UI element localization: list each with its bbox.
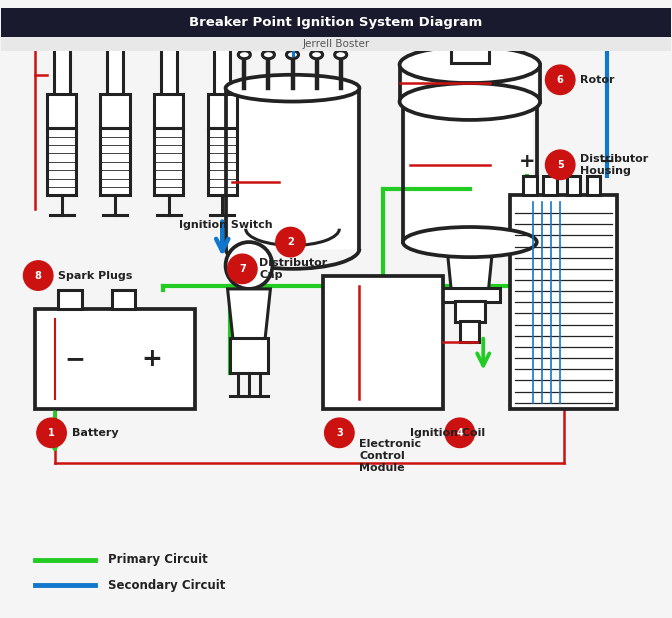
Bar (323, 276, 443, 409)
Polygon shape (228, 289, 270, 339)
Ellipse shape (108, 44, 122, 52)
Bar (403, 65, 537, 101)
Ellipse shape (239, 51, 251, 59)
Bar (439, 287, 500, 302)
Circle shape (243, 259, 255, 272)
Text: Battery: Battery (72, 428, 118, 438)
Bar (154, 93, 183, 129)
Bar (510, 195, 617, 409)
Bar (208, 129, 237, 195)
Circle shape (228, 254, 257, 284)
Text: 4: 4 (456, 428, 463, 438)
Bar (587, 177, 600, 195)
Bar (451, 33, 489, 64)
Ellipse shape (403, 87, 537, 117)
Bar (214, 48, 230, 95)
Text: −: − (599, 152, 616, 171)
Ellipse shape (335, 51, 347, 59)
Circle shape (445, 418, 474, 447)
Text: −: − (65, 347, 85, 371)
Text: 8: 8 (35, 271, 42, 281)
Ellipse shape (286, 51, 298, 59)
Text: 6: 6 (557, 75, 564, 85)
Bar (229, 88, 356, 249)
Bar (544, 177, 557, 195)
Text: 2: 2 (287, 237, 294, 247)
Ellipse shape (400, 83, 540, 120)
Bar (523, 177, 537, 195)
Ellipse shape (451, 26, 489, 41)
Bar (58, 290, 82, 309)
Text: Breaker Point Ignition System Diagram: Breaker Point Ignition System Diagram (190, 17, 482, 30)
Bar (47, 93, 77, 129)
Bar (567, 177, 580, 195)
Ellipse shape (400, 46, 540, 83)
Ellipse shape (215, 44, 230, 52)
Bar (460, 321, 479, 342)
Bar (100, 93, 130, 129)
Bar (161, 48, 177, 95)
Text: +: + (142, 347, 163, 371)
Bar (451, 33, 460, 48)
Circle shape (546, 65, 575, 95)
Text: Jerrell Boster: Jerrell Boster (302, 39, 370, 49)
Text: +: + (519, 152, 535, 171)
Circle shape (276, 227, 305, 257)
Bar (112, 290, 135, 309)
Bar (208, 93, 237, 129)
Text: Ignition Coil: Ignition Coil (410, 428, 485, 438)
Circle shape (546, 150, 575, 179)
Bar (47, 129, 77, 195)
Ellipse shape (226, 75, 360, 101)
Text: Primary Circuit: Primary Circuit (108, 554, 208, 567)
Bar (107, 48, 123, 95)
Text: Secondary Circuit: Secondary Circuit (108, 579, 226, 592)
Ellipse shape (54, 44, 69, 52)
Text: 7: 7 (239, 264, 246, 274)
Text: Rotor: Rotor (580, 75, 615, 85)
Circle shape (37, 418, 67, 447)
Text: Spark Plugs: Spark Plugs (58, 271, 132, 281)
Bar (230, 338, 267, 373)
Bar (35, 309, 196, 409)
Bar (1, 36, 671, 51)
Polygon shape (446, 242, 493, 289)
Bar (54, 48, 70, 95)
Ellipse shape (403, 227, 537, 257)
Text: 5: 5 (557, 160, 564, 170)
Circle shape (325, 418, 354, 447)
Ellipse shape (310, 51, 323, 59)
Bar (407, 101, 534, 242)
Circle shape (24, 261, 53, 290)
Ellipse shape (161, 44, 176, 52)
Text: Distributor
Cap: Distributor Cap (259, 258, 327, 280)
Bar (1, 8, 671, 38)
Text: 1: 1 (48, 428, 55, 438)
Bar (100, 129, 130, 195)
Text: 3: 3 (336, 428, 343, 438)
Bar (154, 129, 183, 195)
Text: Distributor
Housing: Distributor Housing (580, 154, 648, 176)
Text: Ignition Switch: Ignition Switch (179, 221, 272, 231)
Bar (455, 301, 485, 323)
Text: Electronic
Control
Module: Electronic Control Module (360, 439, 421, 473)
Ellipse shape (262, 51, 274, 59)
Circle shape (226, 242, 272, 289)
